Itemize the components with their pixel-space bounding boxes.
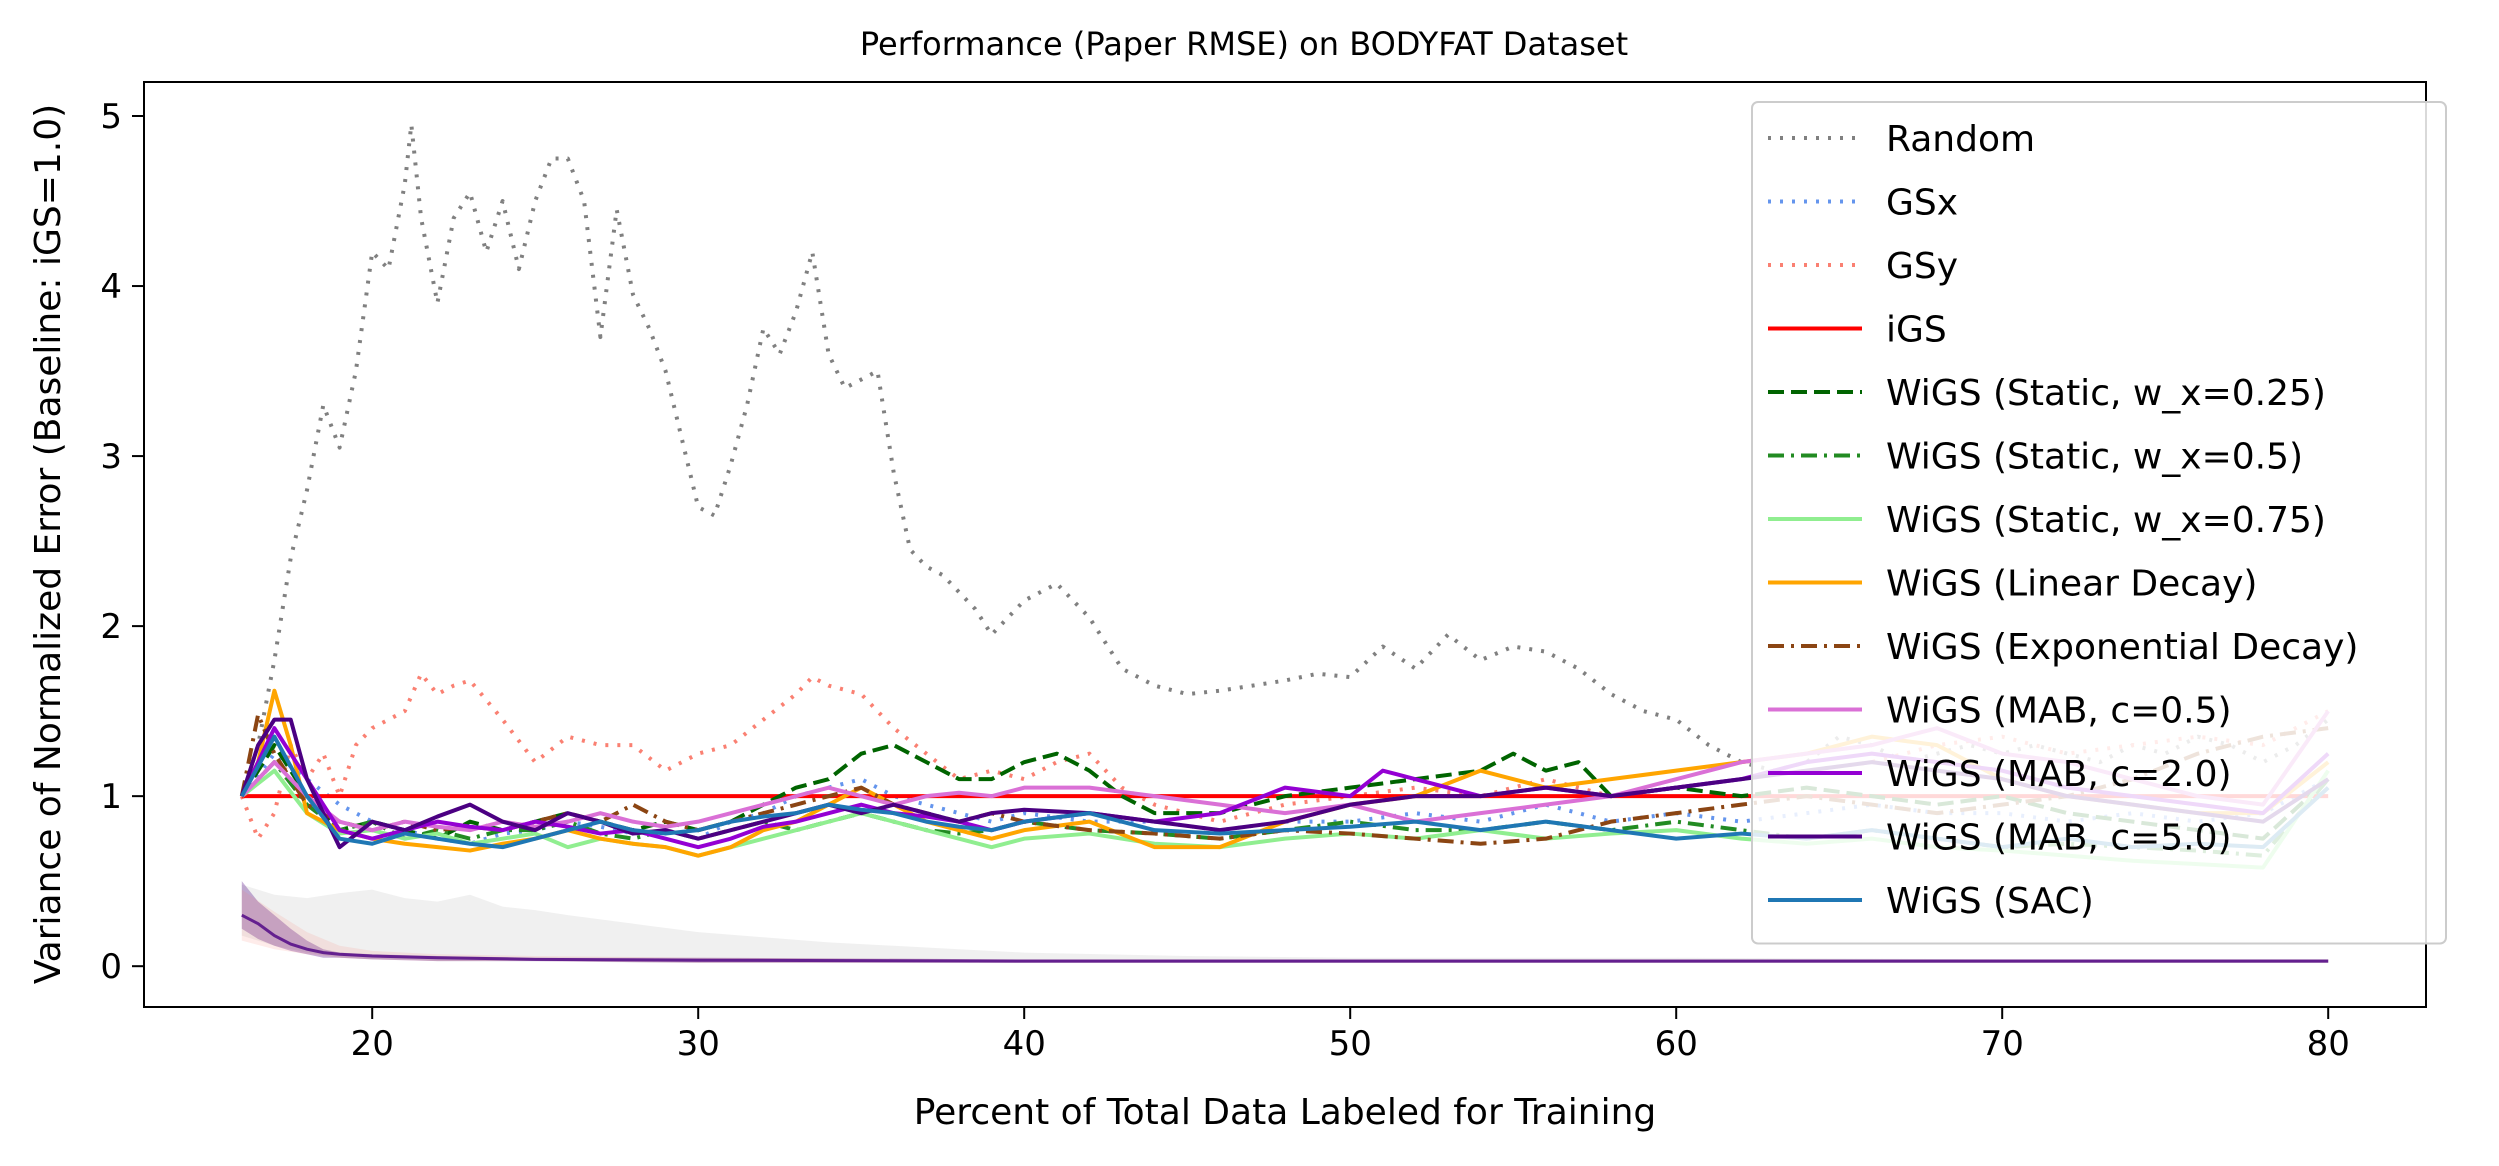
legend-label-random: Random	[1886, 119, 2035, 160]
y-tick-label: 5	[100, 97, 122, 137]
x-tick-label: 20	[351, 1024, 394, 1064]
x-axis-label: Percent of Total Data Labeled for Traini…	[914, 1092, 1657, 1133]
chart-title: Performance (Paper RMSE) on BODYFAT Data…	[860, 25, 1628, 63]
band-median-line-0	[241, 913, 2329, 963]
legend-label-wigs-mab-c-0-5: WiGS (MAB, c=0.5)	[1886, 691, 2232, 732]
x-tick-label: 40	[1003, 1024, 1046, 1064]
y-axis-ticks: 0 1 2 3 4 5	[100, 97, 144, 987]
legend: Random GSx GSy iGS WiGS (Static, w_x=0.25) Wi…	[1751, 101, 2447, 945]
y-tick-label: 2	[100, 607, 122, 647]
legend-box	[1751, 101, 2447, 945]
legend-label-wigs-exponential-decay: WiGS (Exponential Decay)	[1886, 627, 2358, 668]
legend-label-igs: iGS	[1886, 310, 1947, 351]
x-tick-label: 70	[1981, 1024, 2024, 1064]
legend-label-wigs-linear-decay: WiGS (Linear Decay)	[1886, 564, 2257, 605]
y-tick-label: 3	[100, 437, 122, 477]
series-line-wigs-static-w-x-0-5	[240, 760, 2330, 858]
series-lines	[239, 122, 2330, 870]
y-tick-label: 4	[100, 267, 122, 307]
x-axis-ticks: 20 30 40 50 60 70 80	[351, 1007, 2350, 1064]
legend-label-wigs-mab-c-2-0: WiGS (MAB, c=2.0)	[1886, 754, 2232, 795]
x-tick-label: 50	[1329, 1024, 1372, 1064]
legend-label-gsx: GSx	[1886, 183, 1958, 224]
x-tick-label: 80	[2307, 1024, 2350, 1064]
uncertainty-bands	[241, 881, 2329, 963]
x-tick-label: 30	[677, 1024, 720, 1064]
legend-label-wigs-static-w-x-0-75: WiGS (Static, w_x=0.75)	[1886, 500, 2326, 541]
band-random	[241, 884, 2329, 963]
legend-label-wigs-static-w-x-0-25: WiGS (Static, w_x=0.25)	[1886, 373, 2326, 414]
series-line-gsy	[239, 671, 2330, 841]
y-tick-label: 0	[100, 947, 122, 987]
x-tick-label: 60	[1655, 1024, 1698, 1064]
legend-label-wigs-mab-c-5-0: WiGS (MAB, c=5.0)	[1886, 818, 2232, 859]
band-gsy	[241, 889, 2329, 963]
y-axis-label: Variance of Normalized Error (Baseline: …	[28, 104, 69, 984]
legend-label-wigs-static-w-x-0-5: WiGS (Static, w_x=0.5)	[1886, 437, 2303, 478]
legend-label-wigs-sac: WiGS (SAC)	[1886, 881, 2094, 922]
legend-label-gsy: GSy	[1886, 246, 1958, 287]
y-tick-label: 1	[100, 777, 122, 817]
